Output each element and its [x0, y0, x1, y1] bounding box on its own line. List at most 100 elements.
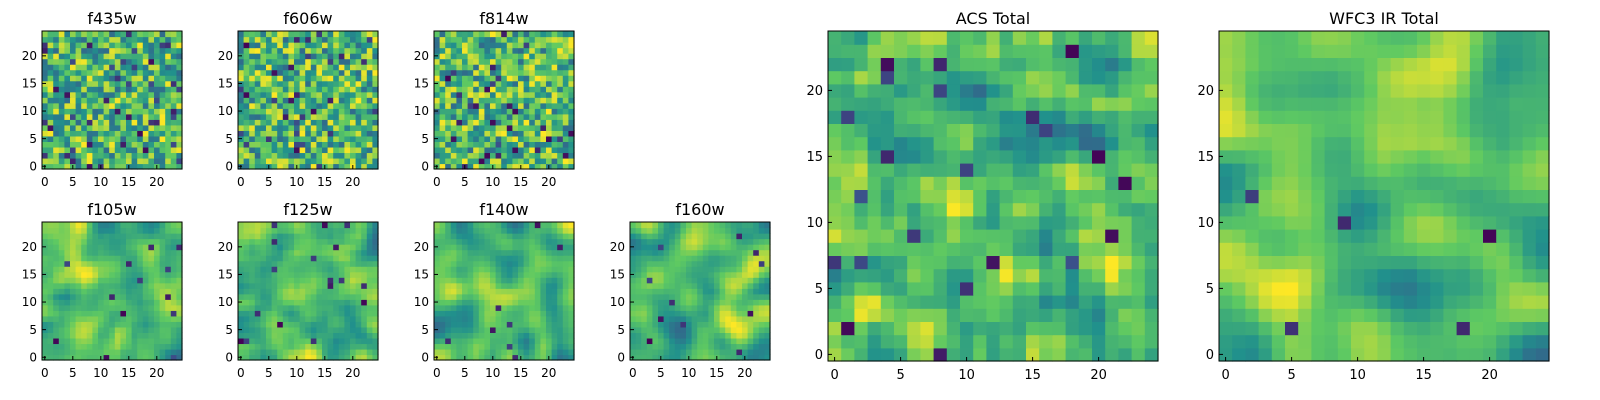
heatmap-cell [361, 53, 368, 60]
heatmap-cell [1078, 163, 1093, 177]
heatmap-cell [131, 47, 138, 54]
heatmap-cell [98, 91, 105, 98]
heatmap-cell [277, 238, 284, 245]
heatmap-cell [646, 222, 653, 229]
heatmap-cell [98, 288, 105, 295]
heatmap-cell [361, 348, 368, 356]
heatmap-cell [165, 130, 172, 137]
heatmap-cell [305, 304, 312, 311]
x-tick-label: 15 [709, 366, 724, 380]
heatmap-cell [322, 42, 329, 49]
heatmap-cell [316, 102, 323, 109]
heatmap-cell [131, 343, 138, 350]
heatmap-cell [266, 282, 273, 289]
heatmap-cell [310, 108, 317, 115]
heatmap-cell [260, 113, 267, 120]
heatmap-cell [75, 343, 82, 350]
heatmap-cell [725, 282, 732, 289]
heatmap-cell [86, 102, 93, 109]
heatmap-cell [238, 288, 245, 295]
heatmap-cell [506, 315, 513, 322]
heatmap-cell [674, 288, 681, 295]
heatmap-cell [344, 53, 351, 60]
heatmap-cell [350, 157, 357, 165]
heatmap-cell [946, 255, 961, 270]
heatmap-cell [473, 326, 480, 333]
heatmap-cell [708, 315, 715, 322]
heatmap-cell [450, 337, 457, 345]
heatmap-cell [142, 354, 149, 361]
heatmap-cell [456, 163, 463, 170]
heatmap-cell [456, 310, 463, 317]
heatmap-cell [64, 299, 71, 306]
heatmap-cell [714, 326, 721, 333]
heatmap-cell [316, 97, 323, 104]
heatmap-cell [456, 249, 463, 256]
heatmap-cell [880, 295, 895, 309]
heatmap-cell [260, 227, 267, 234]
heatmap-cell [434, 58, 441, 65]
heatmap-cell [47, 42, 54, 49]
heatmap-cell [747, 227, 754, 234]
heatmap-cell [680, 227, 687, 234]
heatmap-cell [350, 146, 357, 154]
heatmap-cell [758, 332, 765, 339]
heatmap-cell [658, 271, 665, 278]
heatmap-cell [473, 233, 480, 240]
heatmap-cell [546, 86, 553, 93]
heatmap-cell [1131, 308, 1146, 322]
heatmap-cell [282, 146, 289, 154]
heatmap-cell [277, 315, 284, 322]
heatmap-cell [439, 102, 446, 109]
heatmap-cell [114, 135, 121, 142]
heatmap-cell [53, 315, 60, 322]
heatmap-cell [294, 135, 301, 142]
heatmap-cell [372, 266, 379, 273]
heatmap-cell [327, 266, 334, 273]
heatmap-cell [243, 222, 250, 229]
heatmap-cell [70, 321, 77, 328]
heatmap-cell [933, 281, 948, 296]
heatmap-cell [288, 321, 295, 328]
heatmap-cell [1118, 229, 1133, 243]
heatmap-cell [764, 222, 771, 229]
heatmap-cell [42, 102, 49, 109]
heatmap-cell [635, 337, 642, 345]
heatmap-cell [64, 233, 71, 240]
heatmap-cell [75, 91, 82, 98]
heatmap-cell [282, 157, 289, 165]
heatmap-cell [70, 102, 77, 109]
heatmap-cell [344, 75, 351, 82]
heatmap-cell [725, 354, 732, 361]
heatmap-cell [518, 288, 525, 295]
heatmap-cell [546, 222, 553, 229]
heatmap-cell [170, 58, 177, 65]
heatmap-cell [540, 277, 547, 284]
heatmap-cell [249, 310, 256, 317]
heatmap-cell [986, 242, 1001, 256]
heatmap-cell [960, 163, 974, 177]
heatmap-cell [551, 97, 558, 104]
heatmap-cell [114, 260, 121, 267]
heatmap-cell [299, 354, 306, 361]
heatmap-cell [271, 69, 278, 76]
heatmap-cell [946, 308, 961, 322]
y-tick-label: 10 [22, 295, 37, 309]
heatmap-cell [58, 282, 65, 289]
heatmap-cell [372, 36, 379, 43]
heatmap-cell [361, 244, 368, 251]
heatmap-cell [534, 97, 541, 104]
heatmap-cell [478, 304, 485, 311]
heatmap-cell [333, 222, 340, 229]
heatmap-cell [1078, 202, 1093, 217]
heatmap-cell [98, 348, 105, 356]
heatmap-cell [58, 315, 65, 322]
heatmap-cell [973, 321, 987, 336]
heatmap-cell [1078, 255, 1093, 270]
heatmap-cell [266, 47, 273, 54]
heatmap-cell [159, 299, 166, 306]
heatmap-cell [75, 332, 82, 339]
heatmap-cell [730, 332, 737, 339]
heatmap-cell [495, 238, 502, 245]
